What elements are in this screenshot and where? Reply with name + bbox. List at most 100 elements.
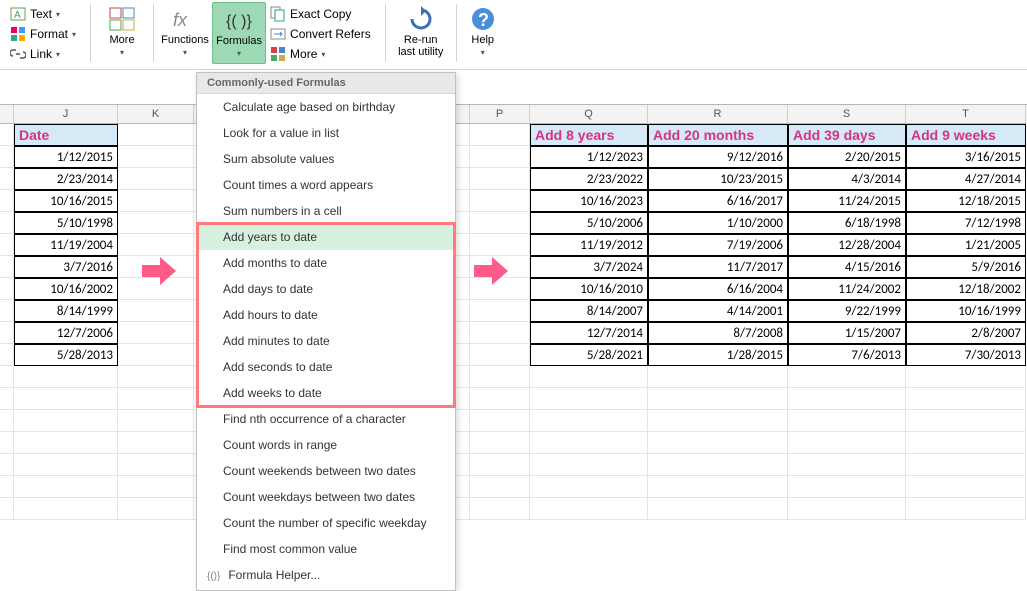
right-cell[interactable]: 10/23/2015 [648,168,788,190]
right-cell[interactable]: 7/19/2006 [648,234,788,256]
right-cell[interactable]: 10/16/2023 [530,190,648,212]
empty-cell[interactable] [530,476,648,498]
right-header[interactable]: Add 39 days [788,124,906,146]
empty-cell[interactable] [118,454,194,476]
more-button-1[interactable]: More ▾ [95,2,149,64]
right-cell[interactable]: 4/3/2014 [788,168,906,190]
col-header-j[interactable]: J [14,105,118,123]
menu-item[interactable]: Add years to date [197,224,455,250]
empty-cell[interactable] [470,388,530,410]
menu-item[interactable]: Add weeks to date [197,380,455,406]
right-cell[interactable]: 3/7/2024 [530,256,648,278]
empty-cell[interactable] [470,234,530,256]
left-cell[interactable]: 2/23/2014 [14,168,118,190]
right-cell[interactable]: 5/28/2021 [530,344,648,366]
empty-cell[interactable] [470,146,530,168]
help-button[interactable]: ? Help ▾ [461,2,505,64]
empty-cell[interactable] [14,498,118,520]
left-cell[interactable]: 5/28/2013 [14,344,118,366]
empty-cell[interactable] [648,432,788,454]
right-cell[interactable]: 12/7/2014 [530,322,648,344]
empty-cell[interactable] [118,498,194,520]
empty-cell[interactable] [530,454,648,476]
menu-item[interactable]: Sum numbers in a cell [197,198,455,224]
right-cell[interactable]: 1/21/2005 [906,234,1026,256]
right-cell[interactable]: 11/7/2017 [648,256,788,278]
right-cell[interactable]: 10/16/2010 [530,278,648,300]
menu-item[interactable]: Sum absolute values [197,146,455,172]
right-cell[interactable]: 1/28/2015 [648,344,788,366]
empty-cell[interactable] [648,366,788,388]
right-cell[interactable]: 10/16/1999 [906,300,1026,322]
empty-cell[interactable] [118,388,194,410]
menu-item[interactable]: Count the number of specific weekday [197,510,455,536]
empty-cell[interactable] [530,388,648,410]
right-cell[interactable]: 6/16/2004 [648,278,788,300]
menu-item[interactable]: Count words in range [197,432,455,458]
empty-cell[interactable] [118,234,194,256]
left-cell[interactable]: 10/16/2002 [14,278,118,300]
left-cell[interactable]: 12/7/2006 [14,322,118,344]
empty-cell[interactable] [14,454,118,476]
empty-cell[interactable] [118,212,194,234]
right-cell[interactable]: 9/22/1999 [788,300,906,322]
empty-cell[interactable] [788,410,906,432]
empty-cell[interactable] [470,410,530,432]
empty-cell[interactable] [14,410,118,432]
empty-cell[interactable] [530,410,648,432]
left-cell[interactable]: 5/10/1998 [14,212,118,234]
menu-item[interactable]: Find most common value [197,536,455,562]
right-cell[interactable]: 8/14/2007 [530,300,648,322]
right-cell[interactable]: 1/15/2007 [788,322,906,344]
col-header-t[interactable]: T [906,105,1026,123]
empty-cell[interactable] [906,432,1026,454]
empty-cell[interactable] [118,476,194,498]
empty-cell[interactable] [118,300,194,322]
empty-cell[interactable] [14,432,118,454]
empty-cell[interactable] [648,498,788,520]
left-header[interactable]: Date [14,124,118,146]
right-cell[interactable]: 12/18/2015 [906,190,1026,212]
empty-cell[interactable] [470,168,530,190]
menu-item[interactable]: Add seconds to date [197,354,455,380]
menu-item[interactable]: Add hours to date [197,302,455,328]
empty-cell[interactable] [906,476,1026,498]
right-cell[interactable]: 7/6/2013 [788,344,906,366]
right-cell[interactable]: 11/19/2012 [530,234,648,256]
empty-cell[interactable] [470,322,530,344]
right-cell[interactable]: 12/18/2002 [906,278,1026,300]
empty-cell[interactable] [648,388,788,410]
right-cell[interactable]: 1/12/2023 [530,146,648,168]
menu-item[interactable]: Look for a value in list [197,120,455,146]
empty-cell[interactable] [14,476,118,498]
empty-cell[interactable] [118,322,194,344]
empty-cell[interactable] [470,344,530,366]
empty-cell[interactable] [788,388,906,410]
right-cell[interactable]: 2/8/2007 [906,322,1026,344]
right-cell[interactable]: 4/27/2014 [906,168,1026,190]
convert-refers-button[interactable]: Convert Refers [268,24,373,44]
empty-cell[interactable] [14,388,118,410]
menu-item-formula-helper[interactable]: Formula Helper... [197,562,455,590]
right-cell[interactable]: 5/9/2016 [906,256,1026,278]
empty-cell[interactable] [788,432,906,454]
right-header[interactable]: Add 20 months [648,124,788,146]
menu-item[interactable]: Add days to date [197,276,455,302]
formulas-button[interactable]: {( )} Formulas ▾ [212,2,266,64]
menu-item[interactable]: Count weekdays between two dates [197,484,455,510]
empty-cell[interactable] [530,366,648,388]
left-cell[interactable]: 8/14/1999 [14,300,118,322]
col-header-r[interactable]: R [648,105,788,123]
more-button-2[interactable]: More▾ [268,44,327,64]
right-cell[interactable]: 4/14/2001 [648,300,788,322]
right-cell[interactable]: 2/23/2022 [530,168,648,190]
right-cell[interactable]: 7/12/1998 [906,212,1026,234]
empty-cell[interactable] [648,454,788,476]
right-cell[interactable]: 2/20/2015 [788,146,906,168]
text-button[interactable]: A Text▾ [8,4,62,24]
menu-item[interactable]: Add minutes to date [197,328,455,354]
right-cell[interactable]: 9/12/2016 [648,146,788,168]
empty-cell[interactable] [118,168,194,190]
right-cell[interactable]: 11/24/2002 [788,278,906,300]
empty-cell[interactable] [470,498,530,520]
